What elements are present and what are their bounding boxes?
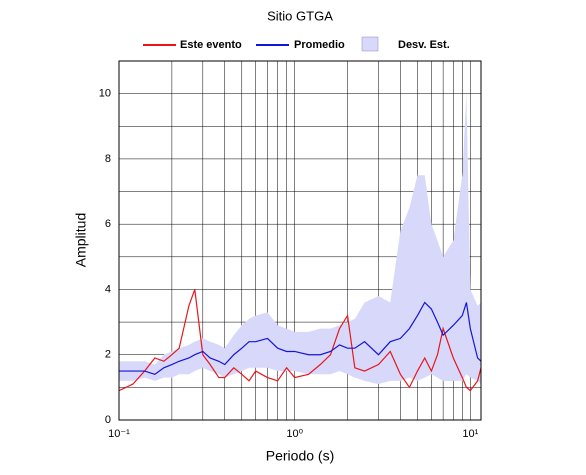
legend-label: Promedio — [294, 39, 345, 51]
series-line — [119, 301, 481, 375]
x-axis-label: Periodo (s) — [266, 448, 334, 464]
chart-title: Sitio GTGA — [267, 8, 333, 23]
x-tick-label: 10⁻¹ — [108, 428, 130, 440]
y-axis-label: Amplitud — [73, 213, 89, 267]
plot-frame — [118, 60, 482, 421]
y-tick-label: 8 — [105, 153, 111, 165]
legend-label: Desv. Est. — [398, 39, 450, 51]
legend-label: Este evento — [180, 39, 242, 51]
y-tick-label: 2 — [105, 349, 111, 361]
legend-swatch — [361, 36, 379, 52]
std-band — [119, 93, 481, 385]
y-tick-label: 6 — [105, 218, 111, 230]
y-tick-label: 0 — [105, 414, 111, 426]
y-tick-label: 10 — [99, 88, 111, 100]
x-tick-label: 10¹ — [462, 428, 478, 440]
y-tick-label: 4 — [105, 283, 111, 295]
series-line — [119, 289, 481, 392]
x-tick-label: 10⁰ — [286, 428, 303, 440]
